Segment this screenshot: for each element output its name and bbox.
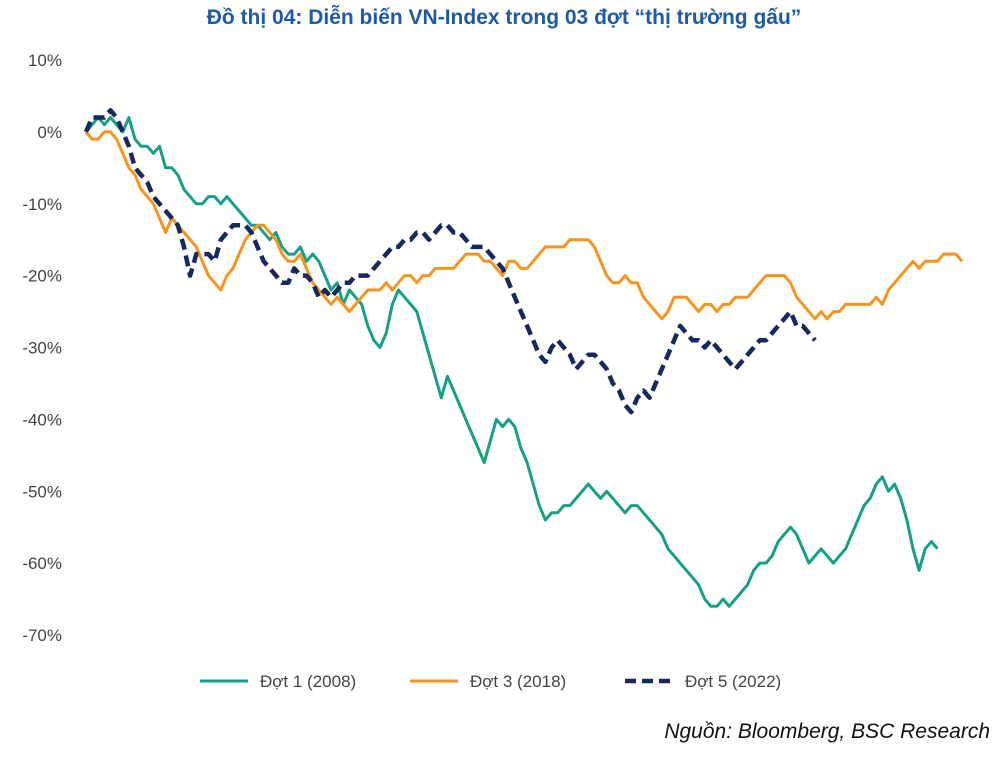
y-tick-label: -60%: [22, 554, 62, 573]
y-axis-ticks: 10% 0% -10% -20% -30% -40% -50% -60% -70%: [22, 51, 62, 645]
chart-title: Đồ thị 04: Diễn biến VN-Index trong 03 đ…: [206, 6, 802, 29]
y-tick-label: -20%: [22, 267, 62, 286]
legend-label-1: Đợt 1 (2008): [260, 672, 356, 691]
series-line-3: [83, 108, 817, 415]
legend-label-3: Đợt 5 (2022): [685, 672, 781, 691]
legend-label-2: Đợt 3 (2018): [470, 672, 566, 691]
series-lines: [83, 108, 964, 608]
y-tick-label: 0%: [37, 123, 62, 142]
legend: Đợt 1 (2008) Đợt 3 (2018) Đợt 5 (2022): [200, 672, 781, 691]
y-tick-label: -50%: [22, 482, 62, 501]
y-tick-label: 10%: [28, 51, 62, 70]
y-tick-label: -40%: [22, 410, 62, 429]
series-line-1: [84, 116, 939, 608]
series-line-2: [84, 130, 964, 321]
source-note: Nguồn: Bloomberg, BSC Research: [664, 720, 990, 743]
y-tick-label: -30%: [22, 339, 62, 358]
y-tick-label: -70%: [22, 626, 62, 645]
y-tick-label: -10%: [22, 195, 62, 214]
